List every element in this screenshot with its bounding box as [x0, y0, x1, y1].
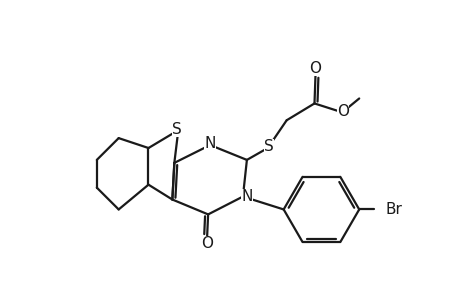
Text: O: O	[309, 61, 321, 76]
Text: Br: Br	[384, 202, 401, 217]
Text: N: N	[241, 189, 252, 204]
Text: O: O	[336, 104, 348, 119]
Text: N: N	[204, 136, 215, 151]
Text: S: S	[263, 139, 273, 154]
Text: S: S	[172, 122, 182, 137]
Text: O: O	[201, 236, 213, 250]
